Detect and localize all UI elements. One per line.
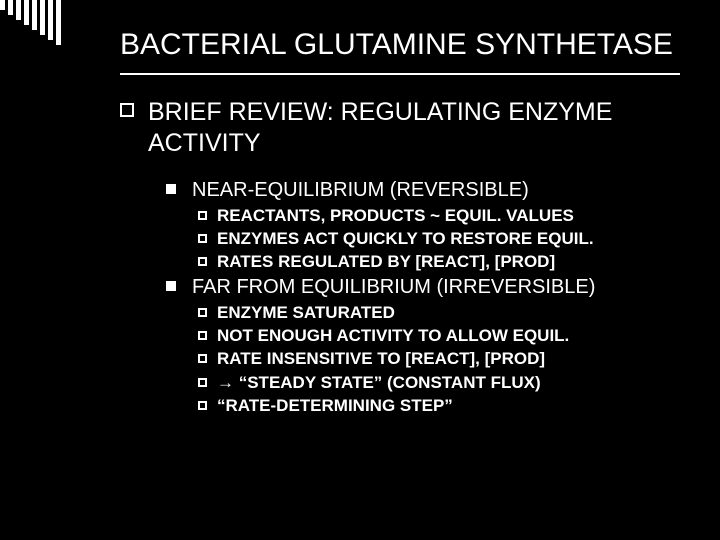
- level3-text: RATE INSENSITIVE TO [REACT], [PROD]: [217, 348, 545, 370]
- level3-item: ENZYME SATURATED: [198, 302, 680, 324]
- level2-group: NEAR-EQUILIBRIUM (REVERSIBLE) REACTANTS,…: [120, 177, 680, 417]
- level3-text: REACTANTS, PRODUCTS ~ EQUIL. VALUES: [217, 205, 574, 227]
- level3-item: “RATE-DETERMINING STEP”: [198, 395, 680, 417]
- level3-item: RATES REGULATED BY [REACT], [PROD]: [198, 251, 680, 273]
- decor-bar: [32, 0, 37, 30]
- hollow-square-bullet-icon: [198, 308, 207, 317]
- level1-item: BRIEF REVIEW: REGULATING ENZYME ACTIVITY: [120, 97, 680, 160]
- level2-item: NEAR-EQUILIBRIUM (REVERSIBLE): [166, 177, 680, 203]
- level3-item: ENZYMES ACT QUICKLY TO RESTORE EQUIL.: [198, 228, 680, 250]
- hollow-square-bullet-icon: [198, 401, 207, 410]
- hollow-square-bullet-icon: [198, 378, 207, 387]
- level3-text: ENZYMES ACT QUICKLY TO RESTORE EQUIL.: [217, 228, 594, 250]
- level3-item: RATE INSENSITIVE TO [REACT], [PROD]: [198, 348, 680, 370]
- level3-group: REACTANTS, PRODUCTS ~ EQUIL. VALUES ENZY…: [166, 205, 680, 273]
- level3-text: → “STEADY STATE” (CONSTANT FLUX): [217, 372, 541, 394]
- title-underline: [120, 73, 680, 75]
- level3-item: REACTANTS, PRODUCTS ~ EQUIL. VALUES: [198, 205, 680, 227]
- decor-bar: [40, 0, 45, 35]
- level2-item: FAR FROM EQUILIBRIUM (IRREVERSIBLE): [166, 274, 680, 300]
- level3-text: “RATE-DETERMINING STEP”: [217, 395, 453, 417]
- filled-square-bullet-icon: [166, 184, 176, 194]
- hollow-square-bullet-icon: [198, 257, 207, 266]
- decor-bar: [56, 0, 61, 45]
- decor-bar: [24, 0, 29, 25]
- level3-group: ENZYME SATURATED NOT ENOUGH ACTIVITY TO …: [166, 302, 680, 416]
- hollow-square-bullet-icon: [198, 354, 207, 363]
- slide-content: BACTERIAL GLUTAMINE SYNTHETASE BRIEF REV…: [0, 0, 720, 417]
- hollow-square-bullet-icon: [198, 234, 207, 243]
- level3-item: → “STEADY STATE” (CONSTANT FLUX): [198, 372, 680, 394]
- corner-bars-decoration: [0, 0, 61, 45]
- hollow-square-bullet-icon: [198, 331, 207, 340]
- slide-title: BACTERIAL GLUTAMINE SYNTHETASE: [120, 28, 680, 63]
- level2-text: NEAR-EQUILIBRIUM (REVERSIBLE): [192, 177, 529, 203]
- level1-text: BRIEF REVIEW: REGULATING ENZYME ACTIVITY: [148, 97, 680, 160]
- filled-square-bullet-icon: [166, 281, 176, 291]
- decor-bar: [16, 0, 21, 20]
- decor-bar: [48, 0, 53, 40]
- level3-text: NOT ENOUGH ACTIVITY TO ALLOW EQUIL.: [217, 325, 569, 347]
- decor-bar: [0, 0, 5, 10]
- hollow-square-bullet-icon: [120, 103, 134, 117]
- level3-text: ENZYME SATURATED: [217, 302, 395, 324]
- level3-text: RATES REGULATED BY [REACT], [PROD]: [217, 251, 555, 273]
- level2-text: FAR FROM EQUILIBRIUM (IRREVERSIBLE): [192, 274, 595, 300]
- level3-item: NOT ENOUGH ACTIVITY TO ALLOW EQUIL.: [198, 325, 680, 347]
- hollow-square-bullet-icon: [198, 211, 207, 220]
- decor-bar: [8, 0, 13, 15]
